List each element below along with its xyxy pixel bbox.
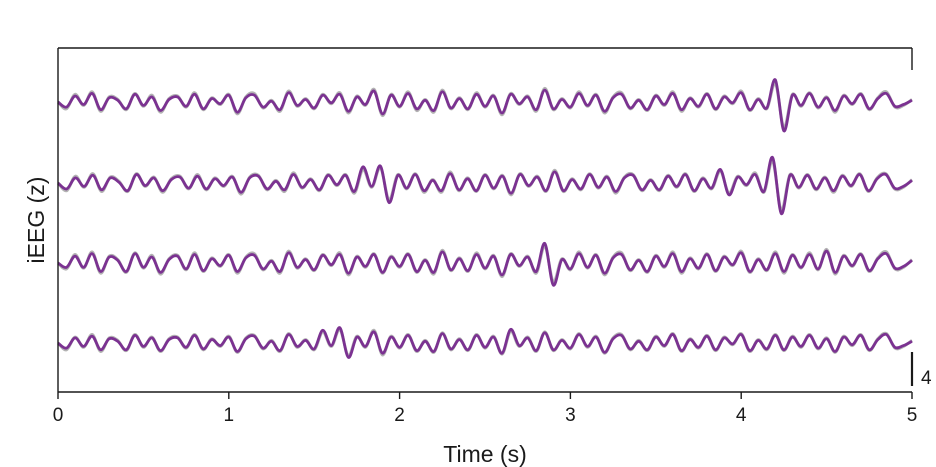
- x-axis-label: Time (s): [443, 441, 526, 467]
- trace-group: [56, 78, 914, 359]
- predicted-trace-ch1: [57, 78, 913, 133]
- x-tick-label: 0: [53, 405, 64, 426]
- x-tick-label: 4: [736, 405, 747, 426]
- y-axis-label: iEEG (z): [23, 177, 49, 264]
- predicted-trace-ch3: [57, 241, 913, 287]
- x-ticks: 0 1 2 3 4 5: [53, 392, 918, 426]
- recorded-trace-ch3: [56, 244, 914, 284]
- recorded-trace-ch4: [56, 327, 913, 358]
- predicted-trace-ch2: [57, 156, 913, 216]
- x-tick-label: 1: [224, 405, 235, 426]
- axes: [57, 47, 913, 393]
- x-tick-label: 2: [394, 405, 405, 426]
- predicted-trace-ch4: [57, 326, 913, 359]
- scale-bar-label: 4: [921, 368, 932, 389]
- x-tick-label: 3: [565, 405, 576, 426]
- x-tick-label: 5: [907, 405, 918, 426]
